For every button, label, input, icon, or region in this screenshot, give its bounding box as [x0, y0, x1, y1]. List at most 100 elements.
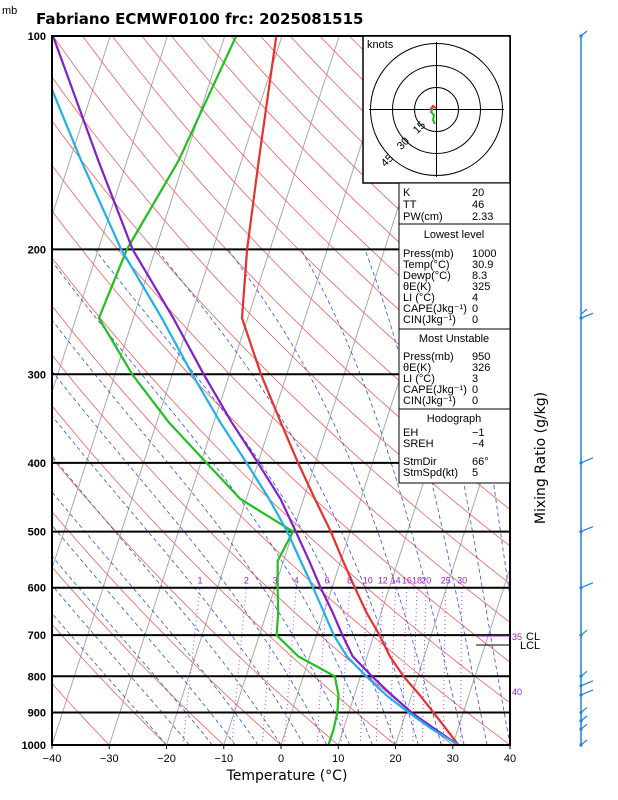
lowest-press-label: Press(mb): [403, 248, 454, 260]
hodo-eh-label: EH: [403, 427, 418, 439]
wind-barb-flag: [580, 526, 594, 533]
dry-adiabat-line: [52, 305, 510, 745]
moist-adiabat-line: [52, 584, 190, 745]
dry-adiabat-line: [52, 682, 110, 745]
mixing-ratio-label: 10: [363, 576, 373, 586]
hodograph-unit-label: knots: [367, 39, 394, 51]
mixing-ratio-label: 4: [294, 576, 299, 586]
y-tick-label: 400: [28, 458, 46, 470]
mixing-ratio-label: 30: [457, 576, 467, 586]
y-tick-labels: 100 200 300 400 500 600 700 800 900 1000: [22, 31, 46, 752]
mu-li-value: 3: [472, 373, 478, 385]
mu-cape-label: CAPE(Jkg⁻¹): [403, 384, 467, 396]
hodo-stmspd-label: StmSpd(kt): [403, 467, 458, 479]
x-tick-label: −40: [43, 753, 62, 765]
dry-adiabat-line: [52, 511, 282, 745]
mixing-ratio-label: 2: [244, 576, 249, 586]
x-tick-labels: −40 −30 −20 −10 0 10 20 30 40: [43, 745, 516, 765]
moist-adiabat-line: [52, 612, 167, 745]
mu-press-value: 950: [472, 351, 490, 363]
hodograph-trace-mid: [429, 104, 437, 111]
index-pw-label: PW(cm): [403, 211, 443, 223]
right-axis-label: Mixing Ratio (g/kg): [533, 392, 549, 524]
mu-thetae-label: θE(K): [403, 362, 431, 374]
profile-line-1: [240, 36, 460, 745]
wind-barb-flag: [580, 715, 588, 722]
level-35-label: 35: [512, 632, 522, 642]
hodo-sreh-value: −4: [472, 438, 485, 450]
wind-barb-flag: [580, 312, 594, 319]
moist-adiabat-line: [94, 249, 396, 745]
mixing-ratio-label: 3: [273, 576, 278, 586]
y-tick-label: 800: [28, 671, 46, 683]
y-tick-label: 1000: [22, 740, 46, 752]
lowest-level-header: Lowest level: [424, 229, 485, 241]
dry-adiabat-line: [52, 405, 396, 745]
mixing-ratio-label: 12: [378, 576, 388, 586]
hodograph-ring-15: [414, 87, 459, 132]
index-table: K 20 TT 46 PW(cm) 2.33 Lowest level Pres…: [398, 182, 511, 484]
mixing-ratio-line: [261, 587, 276, 745]
hodo-stmdir-label: StmDir: [403, 456, 437, 468]
mixing-ratio-label: 8: [347, 576, 352, 586]
stats-table-frame: [398, 182, 511, 484]
dry-adiabat-line: [52, 164, 510, 623]
mixing-ratio-label: 18: [412, 576, 422, 586]
wind-barb-flag: [580, 582, 594, 589]
x-tick-label: 20: [389, 753, 401, 765]
isotherm-line: [52, 36, 283, 745]
lowest-cape-label: CAPE(Jkg⁻¹): [403, 303, 467, 315]
index-tt-value: 46: [472, 199, 484, 211]
lowest-dewp-value: 8.3: [472, 270, 487, 282]
lowest-thetae-label: θE(K): [403, 281, 431, 293]
y-tick-label: 600: [28, 583, 46, 595]
lowest-thetae-value: 325: [472, 281, 490, 293]
x-tick-label: 40: [504, 753, 516, 765]
dry-adiabat-line: [52, 76, 510, 547]
wind-barb-flag: [580, 739, 588, 746]
dry-adiabat-line: [52, 623, 167, 745]
lowest-li-value: 4: [472, 292, 478, 304]
mixing-ratio-label: 25: [441, 576, 451, 586]
lowest-cin-value: 0: [472, 314, 478, 326]
wind-barb-flag: [580, 30, 588, 37]
wind-barb-flag: [580, 629, 588, 636]
profiles: [52, 36, 460, 745]
isotherm-line: [52, 36, 111, 218]
moist-adiabat-line: [156, 249, 419, 745]
wind-barb-flag: [580, 723, 588, 730]
mixing-ratio-line: [284, 587, 297, 745]
wind-barb-flag: [580, 689, 594, 696]
moist-adiabat-line: [52, 319, 351, 745]
dry-adiabat-line: [52, 210, 510, 663]
hodograph-ring-30: [392, 65, 481, 154]
chart-title: Fabriano ECMWF0100 frc: 2025081515: [36, 10, 363, 28]
index-k-label: K: [403, 187, 411, 199]
lowest-dewp-label: Dewp(°C): [403, 270, 451, 282]
hodograph-table-header: Hodograph: [427, 413, 481, 425]
y-tick-label: 300: [28, 369, 46, 381]
y-tick-label: 200: [28, 244, 46, 256]
x-axis-label: Temperature (°C): [226, 768, 348, 784]
moist-adiabat-line: [52, 370, 328, 745]
index-k-value: 20: [472, 187, 484, 199]
y-tick-label: 500: [28, 527, 46, 539]
dry-adiabat-line: [52, 120, 510, 585]
x-tick-label: 0: [278, 753, 284, 765]
profile-line-3: [52, 36, 460, 745]
isotherm-line: [52, 36, 226, 571]
hodo-eh-value: −1: [472, 427, 485, 439]
hodo-stmdir-value: 66°: [472, 456, 489, 468]
lowest-temp-label: Temp(°C): [403, 259, 450, 271]
isotherm-line: [166, 36, 397, 745]
index-pw-value: 2.33: [472, 211, 493, 223]
y-tick-label: 100: [28, 31, 46, 43]
lowest-cape-value: 0: [472, 303, 478, 315]
isotherm-line: [52, 36, 168, 394]
profile-line-4: [52, 86, 460, 745]
mixing-ratio-line: [182, 587, 201, 745]
mixing-ratio-label: 6: [324, 576, 329, 586]
lowest-temp-value: 30.9: [472, 259, 493, 271]
lowest-cin-label: CIN(Jkg⁻¹): [403, 314, 456, 326]
wind-barb-flag: [580, 457, 594, 464]
